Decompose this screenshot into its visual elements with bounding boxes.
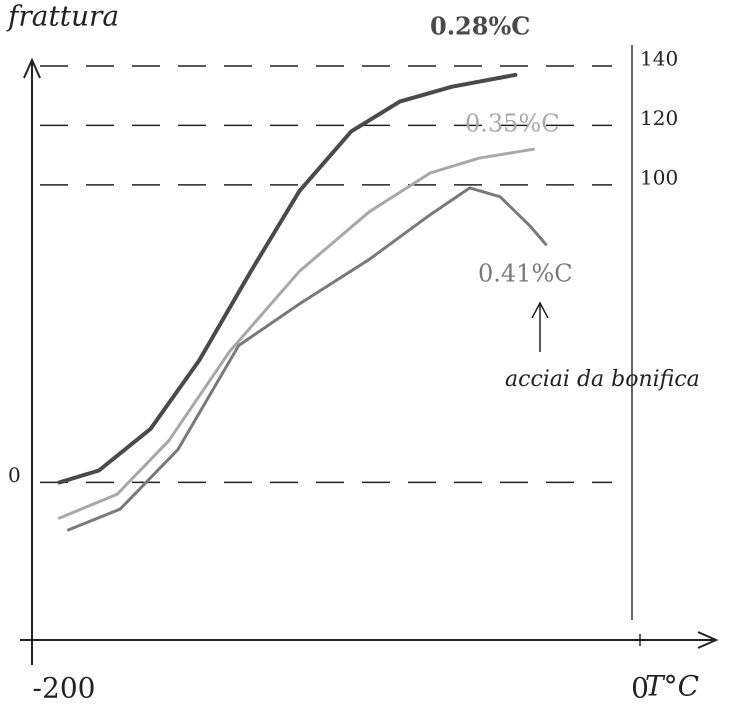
series-label: 0.28%C bbox=[430, 12, 530, 41]
series-line bbox=[57, 72, 518, 485]
annotation-arrow bbox=[531, 301, 549, 352]
x-tick-label: 0 bbox=[631, 672, 649, 705]
series-line bbox=[57, 147, 536, 520]
y-tick-label: 0 bbox=[8, 463, 21, 487]
x-axis-title: T°C bbox=[645, 670, 699, 703]
y-tick-label: 140 bbox=[640, 46, 678, 70]
series-label: 0.35%C bbox=[465, 110, 560, 138]
x-axis bbox=[20, 631, 719, 649]
x-tick-label: -200 bbox=[33, 672, 96, 705]
annotation: acciai da bonifica bbox=[505, 367, 700, 392]
series-line bbox=[67, 186, 548, 532]
series-label: 0.41%C bbox=[478, 260, 573, 288]
y-tick-label: 120 bbox=[640, 106, 678, 130]
y-tick-label: 100 bbox=[640, 165, 678, 189]
y-axis-title: frattura bbox=[6, 0, 119, 33]
y-axis bbox=[23, 57, 41, 665]
